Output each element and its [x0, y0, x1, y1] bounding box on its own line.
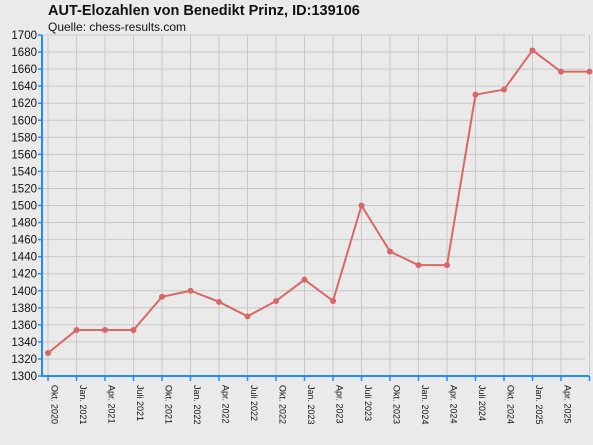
data-point — [73, 326, 80, 333]
series-line — [47, 49, 590, 354]
x-tick-label: Apr. 2021 — [107, 385, 117, 424]
y-tick-label: 1300 — [11, 371, 37, 383]
y-tick-label: 1460 — [11, 235, 37, 247]
x-tick-label: Juli 2022 — [249, 385, 259, 421]
y-tick-label: 1580 — [11, 132, 37, 144]
x-tick-label: Jan. 2022 — [192, 385, 202, 425]
data-point — [501, 86, 507, 93]
y-tick-label: 1380 — [11, 303, 37, 315]
y-tick-label: 1600 — [11, 115, 37, 127]
x-tick-label: Okt. 2020 — [50, 385, 60, 424]
y-tick-label: 1320 — [11, 354, 37, 366]
x-tick-label: Apr. 2023 — [335, 385, 345, 424]
data-point — [415, 262, 422, 269]
data-point — [45, 349, 51, 356]
data-point — [558, 68, 564, 75]
y-tick-label: 1520 — [11, 183, 37, 195]
y-tick-label: 1340 — [11, 337, 37, 349]
y-tick-label: 1660 — [11, 64, 37, 76]
data-point — [130, 326, 137, 333]
x-tick-label: Juli 2024 — [477, 385, 487, 421]
x-tick-label: Okt. 2022 — [278, 385, 288, 424]
x-tick-label: Apr. 2025 — [563, 385, 573, 424]
y-tick-label: 1400 — [11, 286, 37, 298]
data-point — [273, 297, 279, 304]
data-point — [529, 47, 536, 54]
x-tick-label: Okt. 2021 — [164, 385, 174, 424]
x-tick-label: Okt. 2023 — [392, 385, 402, 424]
x-tick-label: Jan. 2025 — [534, 385, 544, 425]
data-point — [330, 297, 336, 304]
y-tick-label: 1440 — [11, 252, 37, 264]
data-point — [387, 248, 393, 255]
y-tick-label: 1640 — [11, 81, 37, 93]
y-tick-label: 1480 — [11, 218, 37, 230]
x-tick-label: Juli 2025 — [591, 385, 593, 421]
chart-title: AUT-Elozahlen von Benedikt Prinz, ID:139… — [48, 3, 360, 19]
x-tick-label: Jan. 2023 — [306, 385, 316, 425]
data-point — [472, 91, 479, 98]
x-tick-label: Apr. 2022 — [221, 385, 231, 424]
x-tick-label: Juli 2021 — [135, 385, 145, 421]
grid — [42, 34, 590, 377]
y-tick-label: 1500 — [11, 201, 37, 213]
data-point — [358, 202, 365, 209]
series — [45, 47, 593, 356]
x-tick-label: Jan. 2024 — [420, 385, 430, 425]
x-tick-label: Jan. 2021 — [78, 385, 88, 425]
data-point — [187, 287, 194, 294]
y-tick-label: 1560 — [11, 149, 37, 161]
chart-source: Quelle: chess-results.com — [48, 20, 187, 34]
y-tick-label: 1700 — [11, 30, 37, 42]
x-tick-label: Okt. 2024 — [506, 385, 516, 424]
data-point — [586, 68, 593, 75]
data-point — [216, 298, 222, 305]
y-tick-label: 1540 — [11, 166, 37, 178]
data-point — [102, 326, 108, 333]
x-tick-label: Apr. 2024 — [449, 385, 459, 424]
y-tick-label: 1620 — [11, 98, 37, 110]
axes: 1300 1320 1340 1360 1380 1400 1420 1440 1460 1480… — [11, 30, 593, 425]
data-point — [301, 276, 308, 283]
data-point — [444, 262, 450, 269]
x-tick-label: Juli 2023 — [363, 385, 373, 421]
y-tick-label: 1420 — [11, 269, 37, 281]
y-tick-label: 1360 — [11, 320, 37, 332]
data-point — [244, 313, 251, 320]
data-point — [159, 293, 165, 300]
y-tick-label: 1680 — [11, 47, 37, 59]
